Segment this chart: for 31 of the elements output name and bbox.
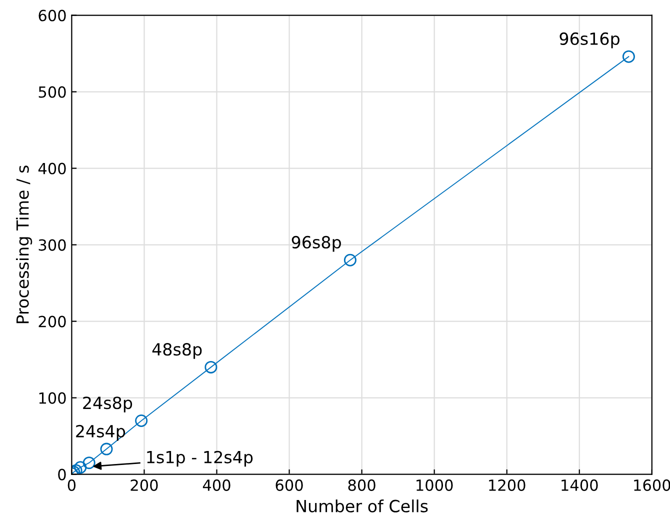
x-axis-title: Number of Cells (296, 500, 428, 512)
x-tick-label: 600 (276, 479, 303, 491)
annotation: 1s1p - 12s4p (147, 450, 253, 467)
annotation: 96s8p (292, 236, 341, 252)
point (135, 414, 148, 427)
y-tick-label: 100 (39, 392, 66, 404)
x-tick-label: 200 (130, 479, 158, 491)
y-tick-label: 400 (38, 162, 66, 174)
y-axis-title: Processing Time / s (16, 166, 32, 324)
y-tick-label: 300 (38, 239, 66, 251)
y-tick-label: 500 (38, 86, 66, 98)
x-tick-label: 1600 (634, 479, 670, 491)
x-tick-label: 1000 (416, 479, 453, 491)
annotation: 24s4p (76, 424, 126, 441)
point (344, 254, 356, 266)
y-tick-label: 600 (38, 10, 66, 22)
point (74, 461, 87, 474)
annotation: 24s8p (83, 396, 132, 412)
point (204, 360, 218, 374)
point (100, 442, 113, 456)
x-tick-label: 1400 (562, 479, 598, 491)
x-tick-label: 0 (68, 479, 76, 491)
point (82, 456, 96, 470)
x-tick-label: 400 (202, 479, 230, 491)
y-tick-label: 200 (38, 316, 66, 328)
annotation: 48s8p (152, 343, 202, 359)
x-tick-label: 800 (348, 479, 376, 491)
x-tick-label: 1200 (489, 479, 526, 491)
y-tick-label: 0 (58, 468, 66, 480)
annotation: 96s16p (560, 32, 620, 48)
point (622, 50, 635, 63)
